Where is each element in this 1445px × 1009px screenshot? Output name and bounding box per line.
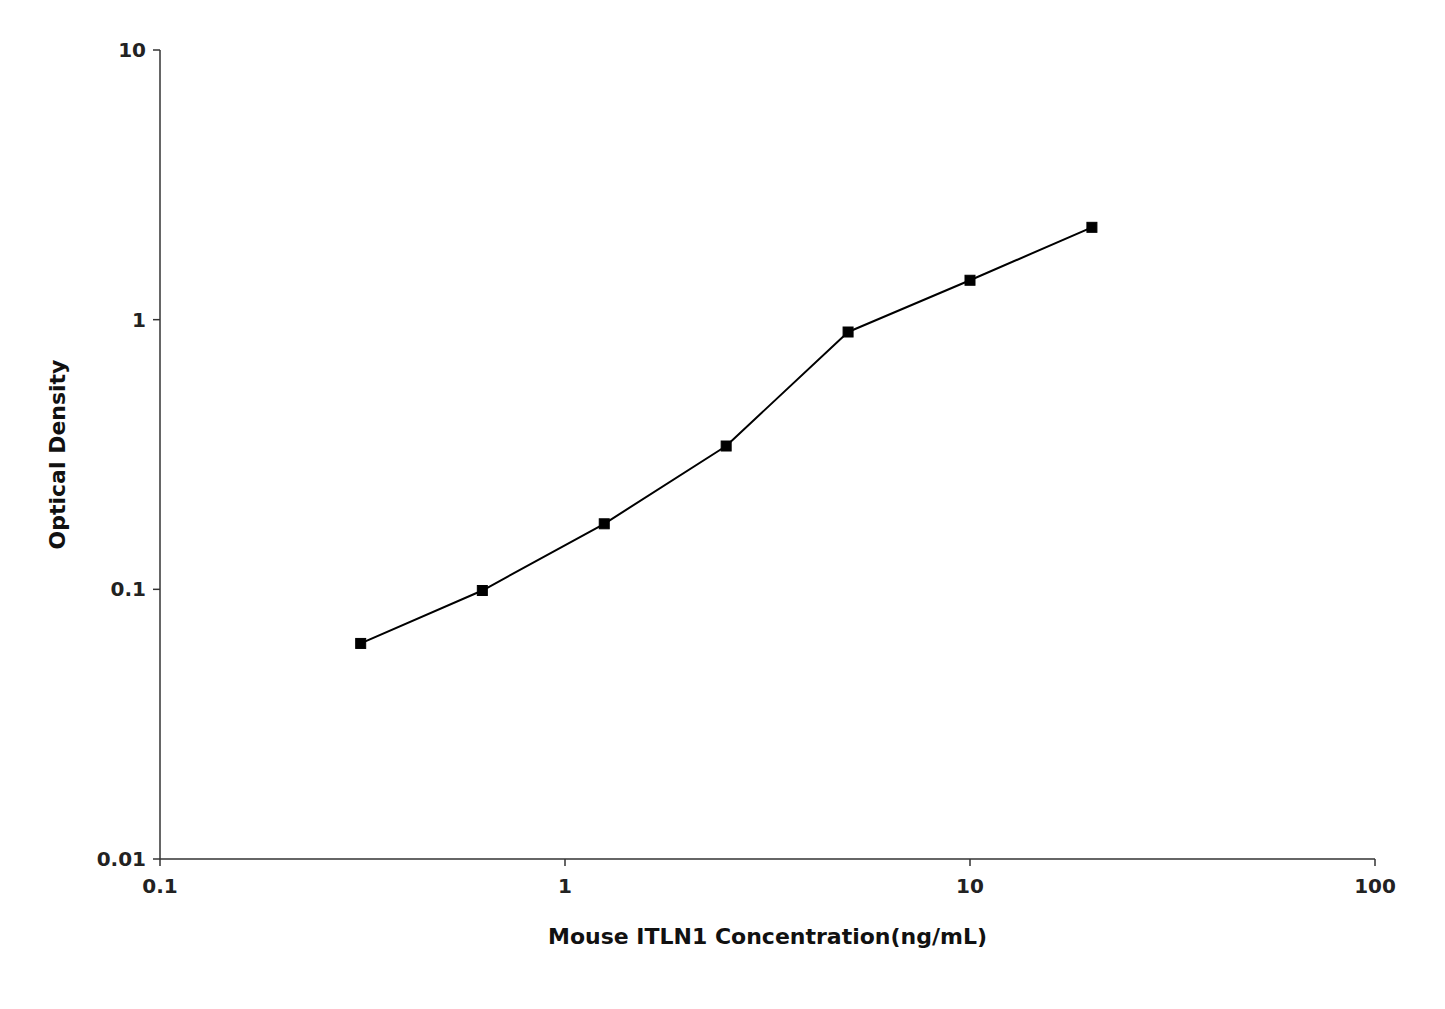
data-point — [477, 586, 487, 596]
y-axis-line — [159, 50, 161, 859]
x-tick-label: 0.1 — [142, 874, 177, 898]
data-point — [356, 638, 366, 648]
y-tick — [153, 589, 160, 591]
data-point — [1087, 222, 1097, 232]
x-tick-label: 100 — [1354, 874, 1396, 898]
y-tick-label: 0.01 — [97, 847, 146, 871]
data-point — [843, 327, 853, 337]
chart-svg: 0.1 1 10 100 0.01 0.1 1 10 Mouse ITLN1 Concentra… — [0, 0, 1445, 1009]
x-tick — [969, 859, 971, 866]
x-axis-line — [160, 858, 1375, 860]
data-point — [721, 441, 731, 451]
y-tick — [153, 319, 160, 321]
x-axis-label: Mouse ITLN1 Concentration(ng/mL) — [548, 924, 987, 949]
y-axis-label: Optical Density — [45, 360, 70, 550]
y-tick — [153, 49, 160, 51]
data-point — [965, 275, 975, 285]
x-tick-label: 1 — [558, 874, 572, 898]
x-tick — [1374, 859, 1376, 866]
y-tick-label: 10 — [118, 38, 146, 62]
plot-area — [356, 222, 1097, 648]
axes: 0.1 1 10 100 0.01 0.1 1 10 — [97, 38, 1396, 898]
x-tick-label: 10 — [956, 874, 984, 898]
y-tick — [153, 858, 160, 860]
x-tick — [564, 859, 566, 866]
chart-container: 0.1 1 10 100 0.01 0.1 1 10 Mouse ITLN1 Concentra… — [0, 0, 1445, 1009]
y-tick-label: 1 — [132, 308, 146, 332]
y-tick-label: 0.1 — [111, 577, 146, 601]
data-line — [361, 227, 1092, 643]
x-tick — [159, 859, 161, 866]
data-point — [599, 519, 609, 529]
